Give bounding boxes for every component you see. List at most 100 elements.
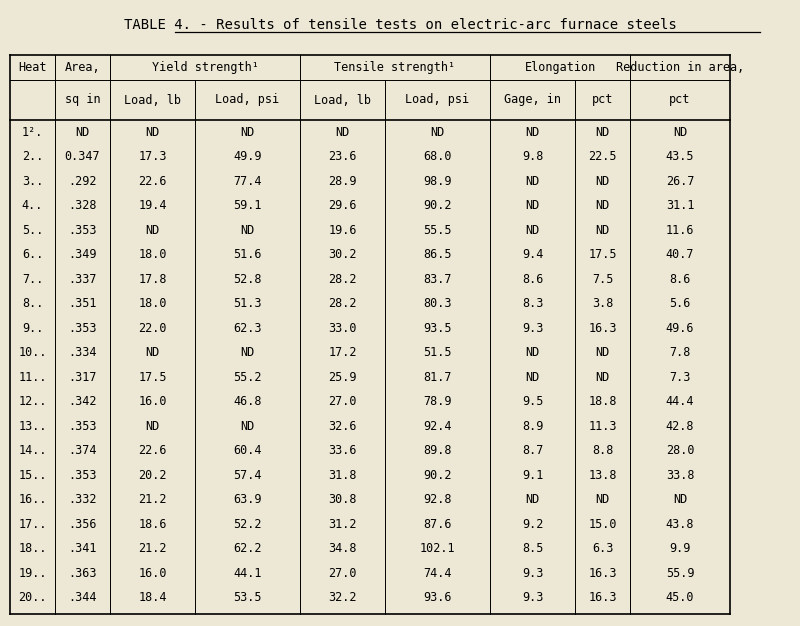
Text: ND: ND <box>240 346 254 359</box>
Text: 92.4: 92.4 <box>423 420 452 433</box>
Text: 52.2: 52.2 <box>234 518 262 531</box>
Text: 33.6: 33.6 <box>328 444 357 457</box>
Text: 92.8: 92.8 <box>423 493 452 506</box>
Text: 26.7: 26.7 <box>666 175 694 188</box>
Text: 18.0: 18.0 <box>138 249 166 261</box>
Text: ND: ND <box>595 371 610 384</box>
Text: 18.8: 18.8 <box>588 395 617 408</box>
Text: 98.9: 98.9 <box>423 175 452 188</box>
Text: Load, psi: Load, psi <box>215 93 279 106</box>
Text: Load, psi: Load, psi <box>406 93 470 106</box>
Text: Elongation: Elongation <box>524 61 596 74</box>
Text: 11.3: 11.3 <box>588 420 617 433</box>
Text: 81.7: 81.7 <box>423 371 452 384</box>
Text: 8.8: 8.8 <box>592 444 613 457</box>
Text: 16..: 16.. <box>18 493 46 506</box>
Text: .353: .353 <box>68 322 97 335</box>
Text: 17.3: 17.3 <box>138 150 166 163</box>
Text: 6.3: 6.3 <box>592 542 613 555</box>
Text: 55.9: 55.9 <box>666 567 694 580</box>
Text: Yield strength¹: Yield strength¹ <box>151 61 258 74</box>
Text: 89.8: 89.8 <box>423 444 452 457</box>
Text: 17.2: 17.2 <box>328 346 357 359</box>
Text: .341: .341 <box>68 542 97 555</box>
Text: ND: ND <box>673 493 687 506</box>
Text: 3.8: 3.8 <box>592 297 613 310</box>
Text: 17.8: 17.8 <box>138 273 166 285</box>
Text: 60.4: 60.4 <box>234 444 262 457</box>
Text: 17.5: 17.5 <box>588 249 617 261</box>
Text: pct: pct <box>670 93 690 106</box>
Text: 22.6: 22.6 <box>138 444 166 457</box>
Text: ND: ND <box>335 126 350 139</box>
Text: 8.3: 8.3 <box>522 297 543 310</box>
Text: 0.347: 0.347 <box>65 150 100 163</box>
Text: 32.2: 32.2 <box>328 591 357 604</box>
Text: 18.0: 18.0 <box>138 297 166 310</box>
Text: 6..: 6.. <box>22 249 43 261</box>
Text: 80.3: 80.3 <box>423 297 452 310</box>
Text: 9.8: 9.8 <box>522 150 543 163</box>
Text: ND: ND <box>526 493 540 506</box>
Text: 9.2: 9.2 <box>522 518 543 531</box>
Text: 8.9: 8.9 <box>522 420 543 433</box>
Text: 31.2: 31.2 <box>328 518 357 531</box>
Text: 42.8: 42.8 <box>666 420 694 433</box>
Text: 9.3: 9.3 <box>522 591 543 604</box>
Text: sq in: sq in <box>65 93 100 106</box>
Text: 8.6: 8.6 <box>522 273 543 285</box>
Text: 27.0: 27.0 <box>328 395 357 408</box>
Text: .292: .292 <box>68 175 97 188</box>
Text: 28.9: 28.9 <box>328 175 357 188</box>
Text: .317: .317 <box>68 371 97 384</box>
Text: 18..: 18.. <box>18 542 46 555</box>
Text: 18.4: 18.4 <box>138 591 166 604</box>
Text: 21.2: 21.2 <box>138 493 166 506</box>
Text: 57.4: 57.4 <box>234 469 262 482</box>
Text: 40.7: 40.7 <box>666 249 694 261</box>
Text: 17..: 17.. <box>18 518 46 531</box>
Text: .353: .353 <box>68 420 97 433</box>
Text: 49.6: 49.6 <box>666 322 694 335</box>
Text: 28.0: 28.0 <box>666 444 694 457</box>
Text: ND: ND <box>526 223 540 237</box>
Text: ND: ND <box>146 223 160 237</box>
Text: .344: .344 <box>68 591 97 604</box>
Text: 55.2: 55.2 <box>234 371 262 384</box>
Text: 44.1: 44.1 <box>234 567 262 580</box>
Text: 15.0: 15.0 <box>588 518 617 531</box>
Text: 102.1: 102.1 <box>420 542 455 555</box>
Text: ND: ND <box>526 175 540 188</box>
Text: 16.0: 16.0 <box>138 395 166 408</box>
Text: 86.5: 86.5 <box>423 249 452 261</box>
Text: Gage, in: Gage, in <box>504 93 561 106</box>
Text: 23.6: 23.6 <box>328 150 357 163</box>
Text: 49.9: 49.9 <box>234 150 262 163</box>
Text: 17.5: 17.5 <box>138 371 166 384</box>
Text: 2..: 2.. <box>22 150 43 163</box>
Text: 90.2: 90.2 <box>423 469 452 482</box>
Text: 52.8: 52.8 <box>234 273 262 285</box>
Text: Load, lb: Load, lb <box>124 93 181 106</box>
Text: ND: ND <box>526 199 540 212</box>
Text: 33.0: 33.0 <box>328 322 357 335</box>
Text: 7.5: 7.5 <box>592 273 613 285</box>
Text: ND: ND <box>595 175 610 188</box>
Text: 74.4: 74.4 <box>423 567 452 580</box>
Text: 62.2: 62.2 <box>234 542 262 555</box>
Text: ND: ND <box>595 126 610 139</box>
Text: ND: ND <box>673 126 687 139</box>
Text: 59.1: 59.1 <box>234 199 262 212</box>
Text: 19..: 19.. <box>18 567 46 580</box>
Text: ND: ND <box>240 420 254 433</box>
Text: Reduction in area,: Reduction in area, <box>616 61 744 74</box>
Text: .363: .363 <box>68 567 97 580</box>
Text: 12..: 12.. <box>18 395 46 408</box>
Text: 68.0: 68.0 <box>423 150 452 163</box>
Text: ND: ND <box>595 493 610 506</box>
Text: TABLE 4. - Results of tensile tests on electric-arc furnace steels: TABLE 4. - Results of tensile tests on e… <box>124 18 676 32</box>
Text: .353: .353 <box>68 469 97 482</box>
Text: 31.1: 31.1 <box>666 199 694 212</box>
Text: 20.2: 20.2 <box>138 469 166 482</box>
Text: 22.6: 22.6 <box>138 175 166 188</box>
